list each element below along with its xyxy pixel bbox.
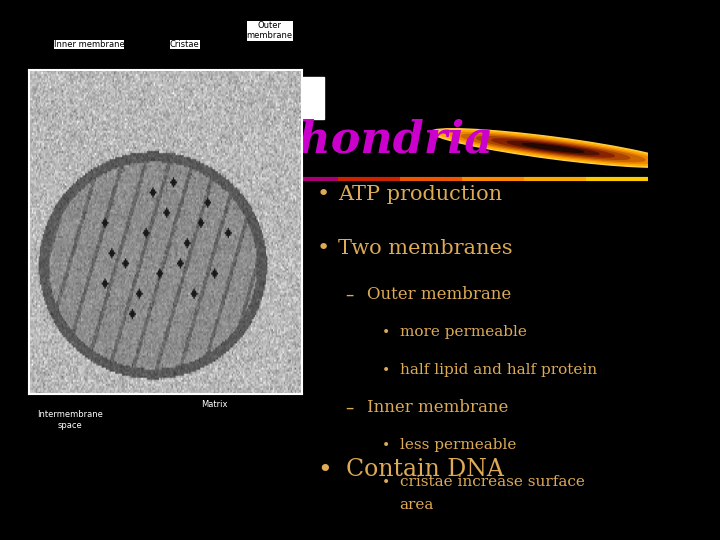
Text: •: •: [317, 458, 331, 482]
Ellipse shape: [523, 144, 584, 152]
Text: cristae increase surface: cristae increase surface: [400, 475, 585, 489]
Text: –: –: [346, 399, 354, 417]
Text: •: •: [382, 325, 390, 339]
Text: •: •: [382, 475, 390, 489]
Text: Mitochondria: Mitochondria: [156, 118, 493, 161]
Text: Outer membrane: Outer membrane: [367, 286, 511, 303]
Ellipse shape: [450, 132, 656, 164]
Text: half lipid and half protein: half lipid and half protein: [400, 363, 597, 377]
Text: Inner membrane: Inner membrane: [367, 399, 508, 416]
Text: Intermembrane
space: Intermembrane space: [37, 410, 103, 430]
Text: •: •: [317, 184, 330, 205]
Ellipse shape: [492, 139, 614, 157]
Text: •: •: [382, 438, 390, 453]
Text: –: –: [346, 285, 354, 303]
Ellipse shape: [438, 130, 667, 166]
Text: more permeable: more permeable: [400, 325, 526, 339]
Text: Inner membrane: Inner membrane: [124, 91, 194, 186]
FancyBboxPatch shape: [112, 77, 324, 119]
Text: Contain DNA: Contain DNA: [346, 458, 503, 481]
Text: Outer
membrane: Outer membrane: [246, 21, 292, 40]
Text: Cristae: Cristae: [170, 39, 199, 49]
Text: ATP production: ATP production: [338, 185, 503, 204]
Text: Two membranes: Two membranes: [338, 239, 513, 258]
Text: Inner membrane: Inner membrane: [53, 39, 125, 49]
Text: •: •: [317, 238, 330, 259]
Ellipse shape: [462, 134, 644, 161]
Ellipse shape: [477, 137, 629, 159]
FancyBboxPatch shape: [112, 368, 324, 410]
Text: less permeable: less permeable: [400, 438, 516, 453]
Text: area: area: [400, 498, 434, 512]
Ellipse shape: [508, 141, 599, 154]
Text: Cristae: Cristae: [207, 91, 238, 211]
Text: •: •: [382, 363, 390, 377]
Ellipse shape: [431, 129, 675, 167]
Text: Matrix: Matrix: [202, 400, 228, 409]
